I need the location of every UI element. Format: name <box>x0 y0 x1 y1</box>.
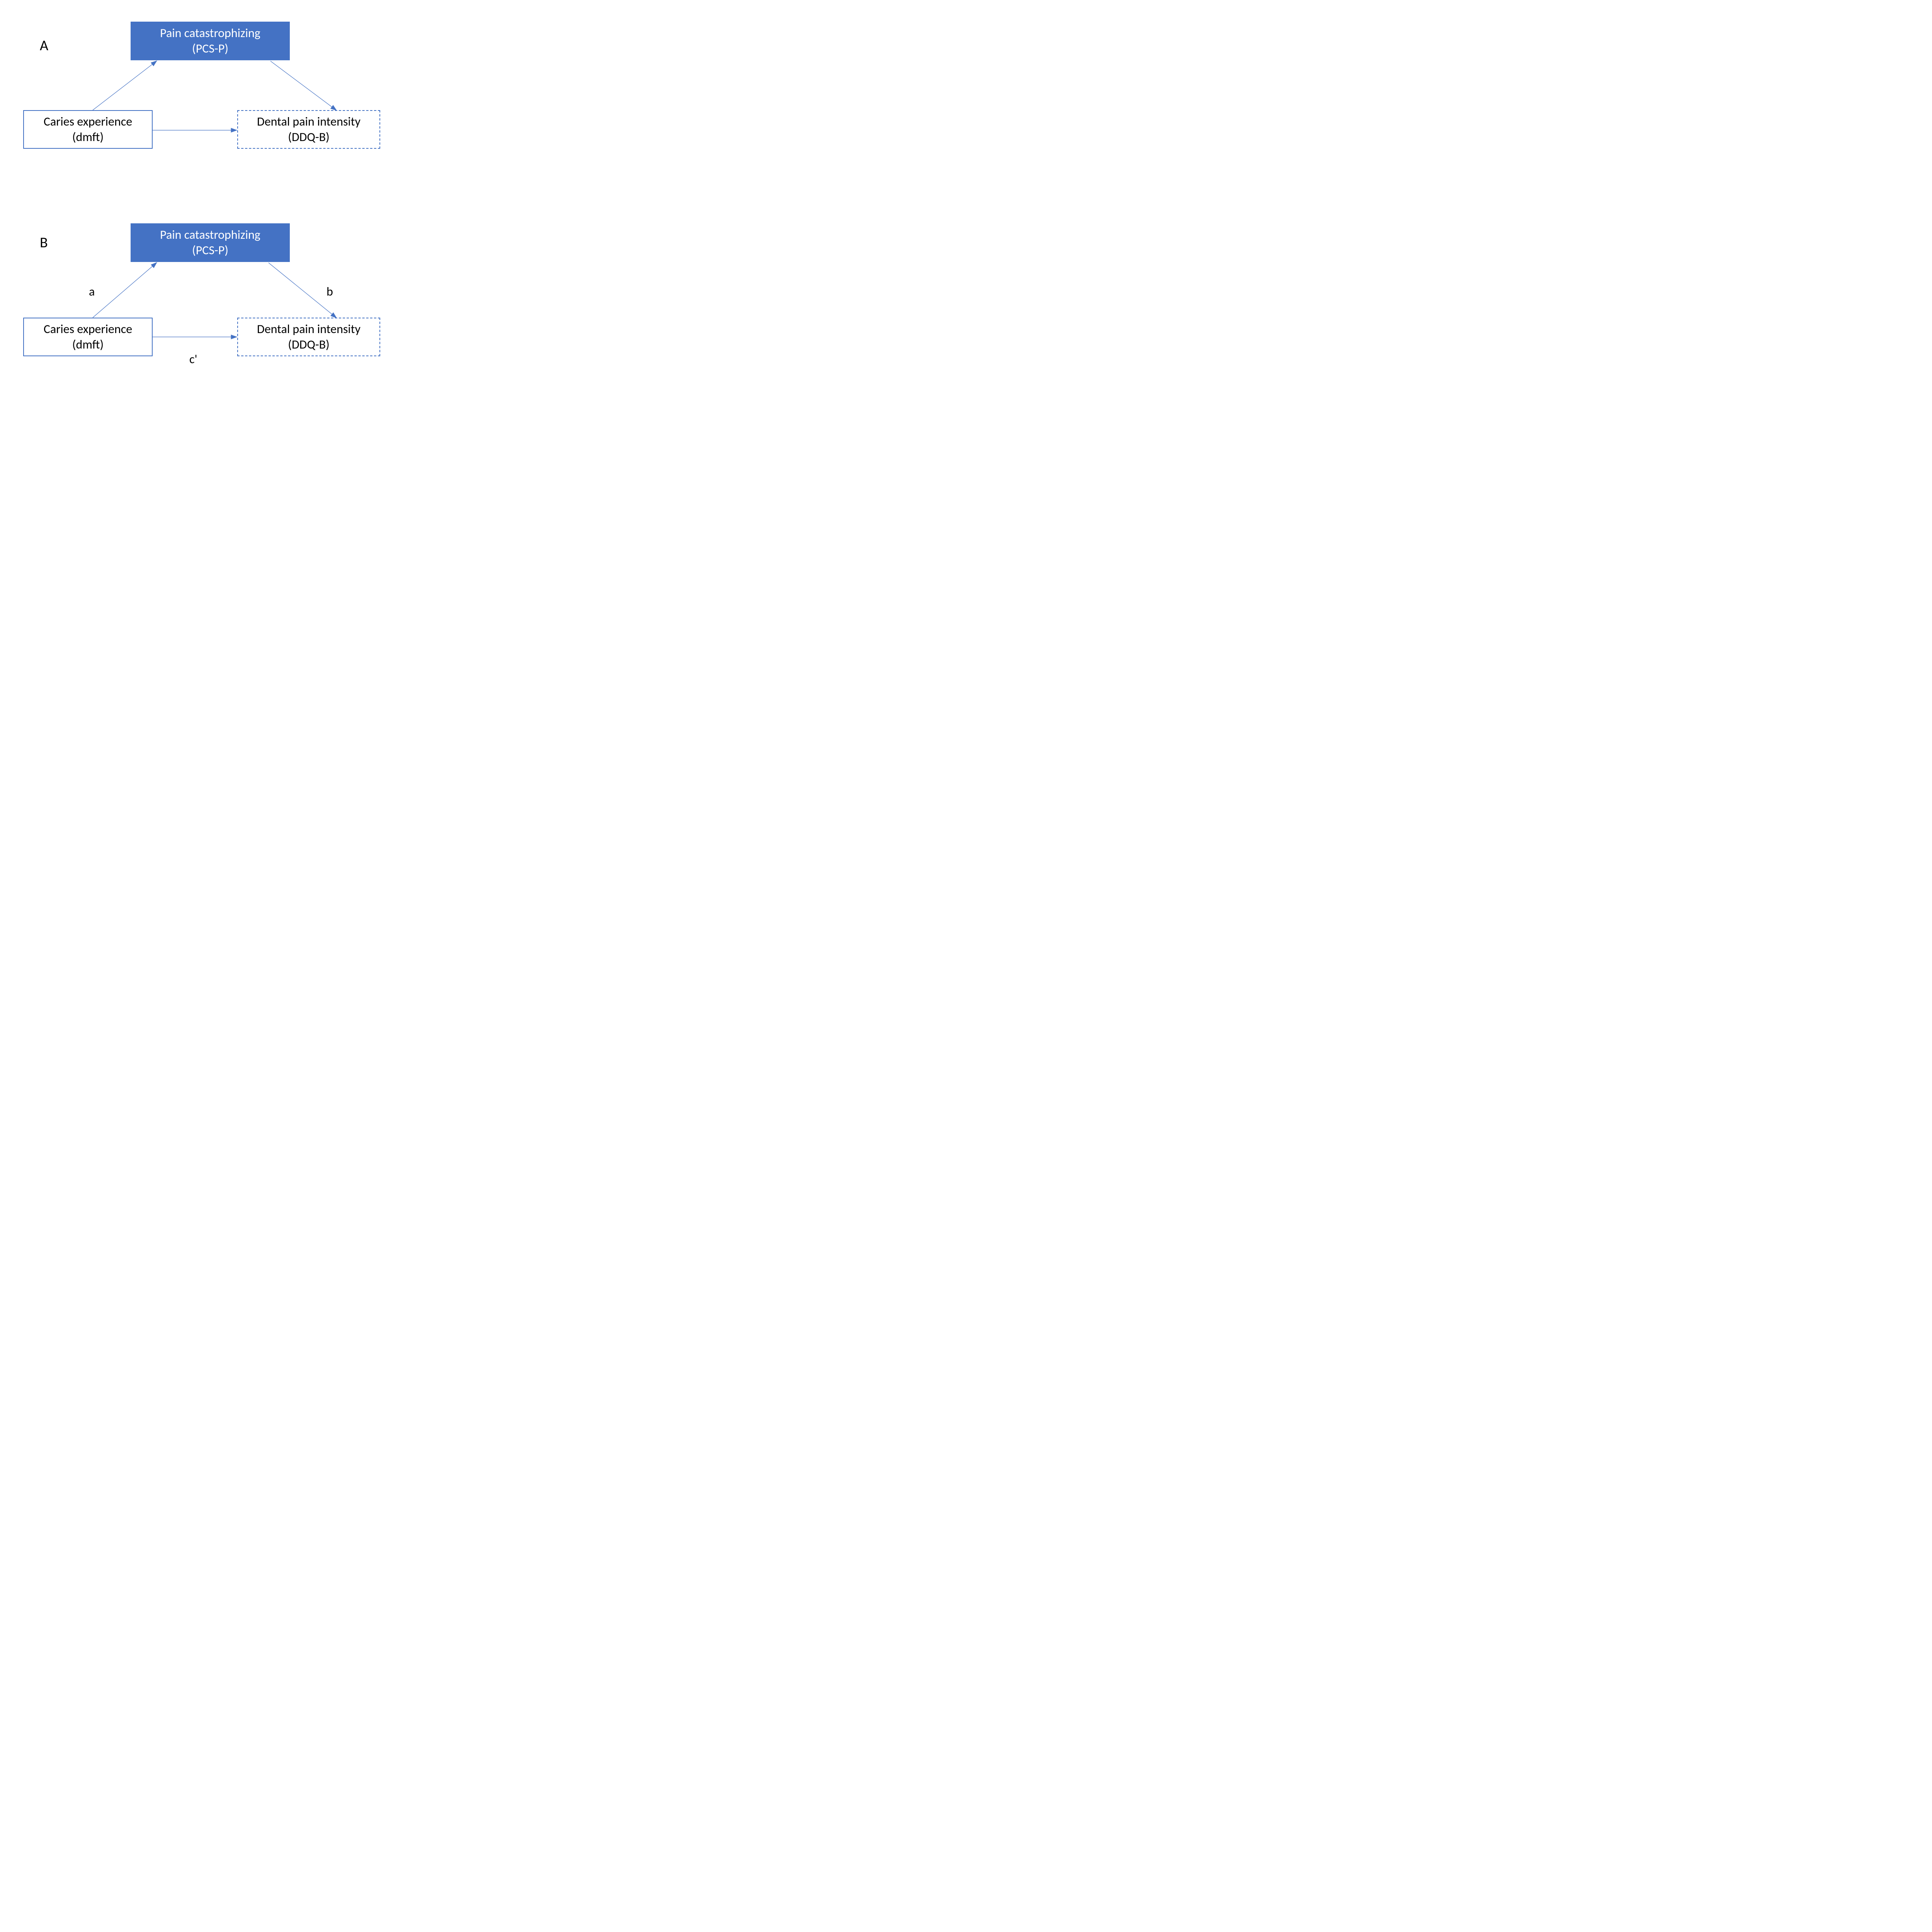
node-line2: (PCS-P) <box>192 41 228 56</box>
edge-label-B-a: a <box>89 284 95 299</box>
panel-label-B: B <box>40 234 48 252</box>
node-line2: (dmft) <box>72 129 104 145</box>
node-ddqb_a: Dental pain intensity(DDQ-B) <box>237 110 380 149</box>
node-line2: (PCS-P) <box>192 243 228 258</box>
edge-label-B-cprime: c' <box>189 352 197 367</box>
node-line1: Caries experience <box>44 114 132 129</box>
mediation-diagram-figure: APain catastrophizing(PCS-P)Caries exper… <box>15 15 402 379</box>
node-dmft_b: Caries experience(dmft) <box>23 318 153 356</box>
edge-B-1 <box>269 263 336 318</box>
node-line2: (DDQ-B) <box>288 337 330 352</box>
node-ddqb_b: Dental pain intensity(DDQ-B) <box>237 318 380 356</box>
edge-A-0 <box>93 61 156 110</box>
node-line2: (dmft) <box>72 337 104 352</box>
edge-A-1 <box>270 61 336 110</box>
panel-label-A: A <box>40 37 48 54</box>
node-line1: Pain catastrophizing <box>160 227 260 243</box>
node-line2: (DDQ-B) <box>288 129 330 145</box>
node-line1: Pain catastrophizing <box>160 26 260 41</box>
edge-label-B-b: b <box>327 284 333 299</box>
node-pcsp_b: Pain catastrophizing(PCS-P) <box>131 223 290 262</box>
node-pcsp_a: Pain catastrophizing(PCS-P) <box>131 22 290 60</box>
node-line1: Caries experience <box>44 321 132 337</box>
edge-B-0 <box>93 263 156 318</box>
node-dmft_a: Caries experience(dmft) <box>23 110 153 149</box>
node-line1: Dental pain intensity <box>257 321 361 337</box>
node-line1: Dental pain intensity <box>257 114 361 129</box>
